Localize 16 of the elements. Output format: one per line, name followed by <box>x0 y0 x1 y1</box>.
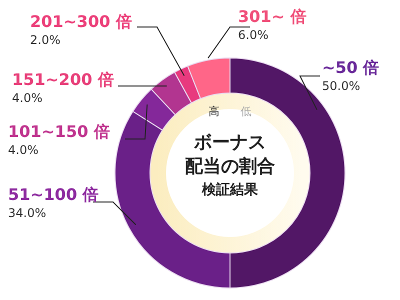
data-label: 2.0% <box>30 33 60 47</box>
data-label: 6.0% <box>238 28 268 42</box>
text: ボーナス配当の割合 <box>185 132 275 177</box>
slice-label: 201~300 倍 <box>30 12 132 31</box>
slice-label: 301~ 倍 <box>238 7 306 26</box>
text: 低 <box>240 105 252 118</box>
text: 検証結果 <box>201 181 259 198</box>
data-label: 4.0% <box>8 143 38 157</box>
slice-label: 101~150 倍 <box>8 122 110 141</box>
slice-label: ~50 倍 <box>322 58 380 77</box>
slice-label: 151~200 倍 <box>12 70 114 89</box>
data-label: 34.0% <box>8 206 46 220</box>
text: 高 <box>208 105 220 118</box>
data-label: 50.0% <box>322 79 360 93</box>
data-label: 4.0% <box>12 91 42 105</box>
slice-label: 51~100 倍 <box>8 185 99 204</box>
